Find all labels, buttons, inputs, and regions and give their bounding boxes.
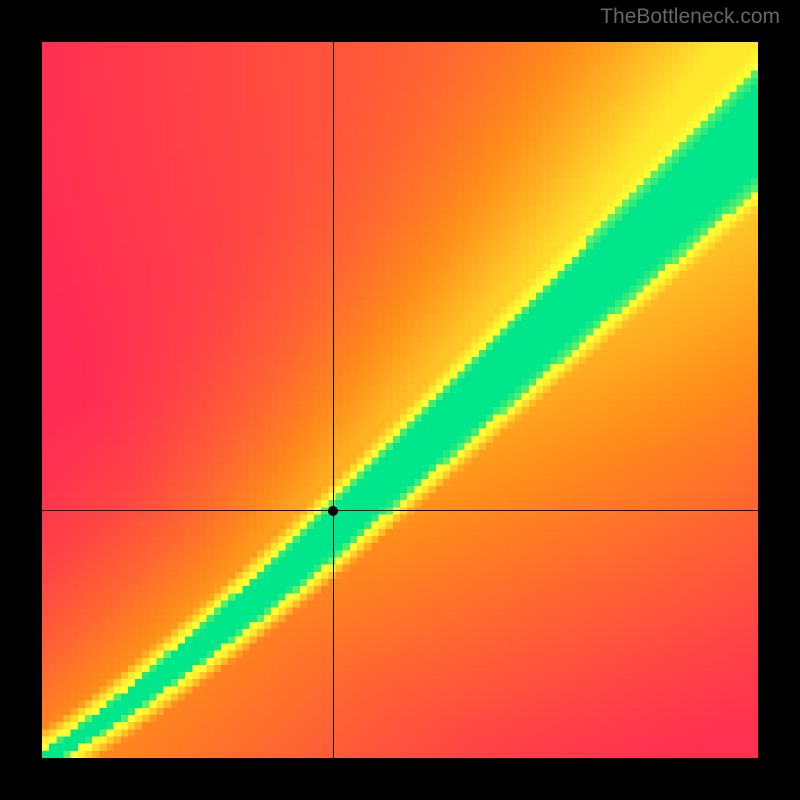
frame-bottom xyxy=(0,758,800,800)
heatmap-canvas xyxy=(42,42,758,758)
crosshair-horizontal xyxy=(42,510,758,511)
frame-left xyxy=(0,0,42,800)
crosshair-vertical xyxy=(333,42,334,758)
crosshair-marker xyxy=(328,506,338,516)
frame-right xyxy=(758,0,800,800)
watermark-text: TheBottleneck.com xyxy=(600,5,780,29)
chart-container: TheBottleneck.com xyxy=(0,0,800,800)
